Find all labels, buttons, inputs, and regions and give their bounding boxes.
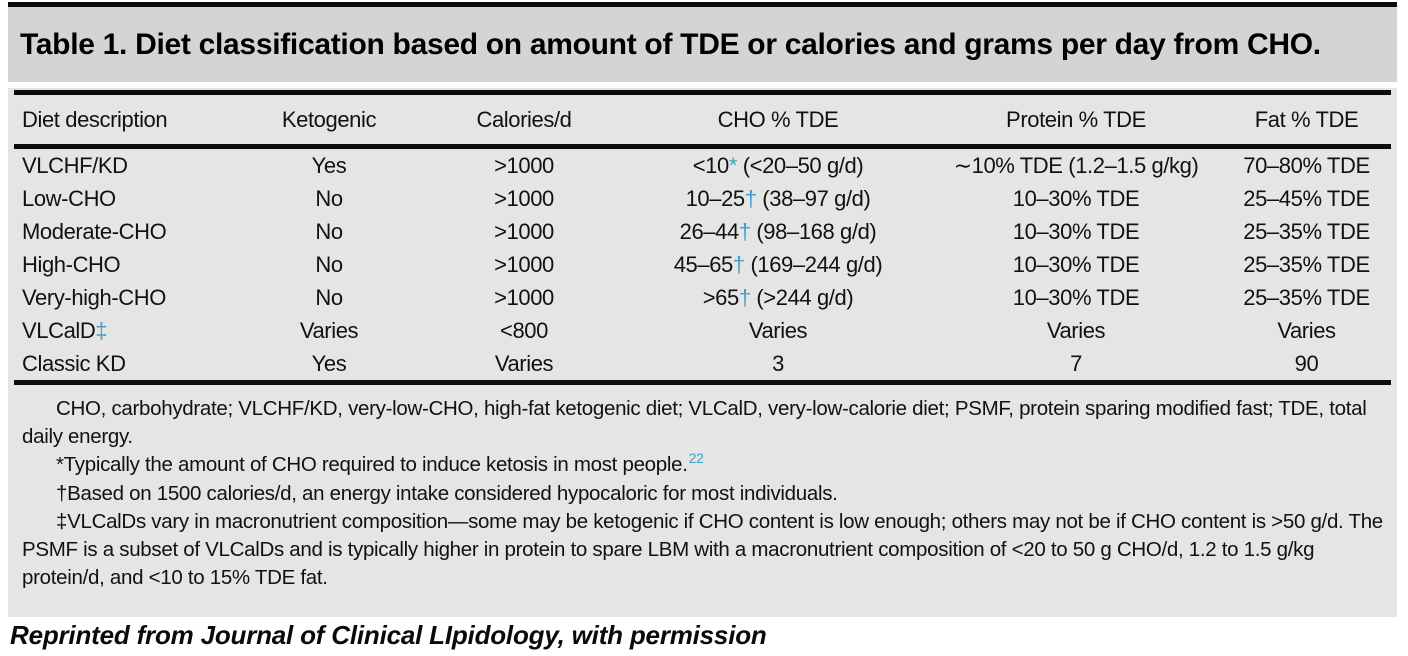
table-cell: <10* (<20–50 g/d) (692, 152, 864, 178)
table-row: Very-high-CHO No >1000 >65† (>244 g/d) 10–30… (12, 281, 1393, 314)
reference-superscript: 22 (688, 450, 704, 466)
table-cell: No (315, 185, 343, 211)
footnote: *Typically the amount of CHO required to… (56, 450, 704, 476)
table-cell: >1000 (494, 284, 554, 310)
column-header-protein-percent-tde: Protein % TDE (1006, 106, 1146, 132)
table-cell: High-CHO (22, 251, 121, 277)
table-cell: Varies (299, 317, 359, 343)
table-cell: Low-CHO (22, 185, 116, 211)
table-cell: 70–80% TDE (1243, 152, 1370, 178)
table-container: Diet description Ketogenic Calories/d CH… (8, 88, 1397, 617)
table-cell: Varies (494, 350, 554, 376)
table-header-row: Diet description Ketogenic Calories/d CH… (12, 95, 1393, 144)
table-cell: 25–45% TDE (1243, 185, 1370, 211)
table-title-bar: Table 1. Diet classification based on am… (8, 2, 1397, 82)
column-header-fat-percent-tde: Fat % TDE (1254, 106, 1359, 132)
rule-top (14, 90, 1391, 95)
table-cell: 3 (772, 350, 784, 376)
table-cell: VLCHF/KD (22, 152, 128, 178)
table-row: Classic KD Yes Varies 3 7 90 (12, 347, 1393, 380)
table-cell: 7 (1070, 350, 1082, 376)
footnote-marker: ‡ (95, 317, 108, 343)
table-row: High-CHO No >1000 45–65† (169–244 g/d) 10–30… (12, 248, 1393, 281)
table-cell: 10–30% TDE (1012, 284, 1140, 310)
table-body: VLCHF/KD Yes >1000 <10* (<20–50 g/d) ∼10% TD… (12, 149, 1393, 380)
column-header-diet-description: Diet description (22, 106, 168, 132)
column-header-calories-per-day: Calories/d (476, 106, 572, 132)
table-cell: VLCalD‡ (22, 317, 108, 343)
table-cell: 25–35% TDE (1243, 218, 1370, 244)
table-row: Low-CHO No >1000 10–25† (38–97 g/d) 10–30% T… (12, 182, 1393, 215)
table-cell: <800 (500, 317, 548, 343)
footnote-marker: † (738, 218, 751, 244)
table-cell: ∼10% TDE (1.2–1.5 g/kg) (953, 152, 1199, 178)
footnote: †Based on 1500 calories/d, an energy int… (56, 482, 838, 505)
column-header-cho-percent-tde: CHO % TDE (717, 106, 839, 132)
table-row: VLCalD‡ Varies <800 Varies Varies Varies (12, 314, 1393, 347)
table-cell: Yes (311, 350, 347, 376)
table-cell: 45–65† (169–244 g/d) (673, 251, 883, 277)
table-cell: >1000 (494, 185, 554, 211)
footnote-marker: * (728, 152, 738, 178)
table-cell: No (315, 218, 343, 244)
table-cell: Yes (311, 152, 347, 178)
table-cell: Varies (748, 317, 808, 343)
footnote: CHO, carbohydrate; VLCHF/KD, very-low-CH… (22, 397, 1367, 448)
table-cell: Very-high-CHO (22, 284, 166, 310)
table-cell: >1000 (494, 152, 554, 178)
footnote-marker: † (738, 284, 751, 310)
reprint-caption: Reprinted from Journal of Clinical LIpid… (10, 620, 767, 650)
table-row: Moderate-CHO No >1000 26–44† (98–168 g/d) 10… (12, 215, 1393, 248)
table-cell: 10–25† (38–97 g/d) (685, 185, 871, 211)
footnotes-block: CHO, carbohydrate; VLCHF/KD, very-low-CH… (12, 385, 1393, 592)
table-cell: Varies (1277, 317, 1336, 343)
table-cell: 25–35% TDE (1243, 251, 1370, 277)
table-cell: >65† (>244 g/d) (702, 284, 854, 310)
table-cell: >1000 (494, 251, 554, 277)
footnote: ‡VLCalDs vary in macronutrient compositi… (22, 510, 1383, 589)
footnote-marker: † (732, 251, 745, 277)
table-cell: 26–44† (98–168 g/d) (679, 218, 877, 244)
table-cell: 25–35% TDE (1243, 284, 1370, 310)
table-cell: Varies (1046, 317, 1106, 343)
rule-under-body (14, 380, 1391, 385)
table-cell: 10–30% TDE (1012, 251, 1140, 277)
table-cell: Moderate-CHO (22, 218, 167, 244)
column-header-ketogenic: Ketogenic (281, 106, 377, 132)
table-cell: No (315, 251, 343, 277)
table-cell: >1000 (494, 218, 554, 244)
table-cell: 90 (1294, 350, 1319, 376)
footnote-marker: † (744, 185, 757, 211)
table-cell: No (315, 284, 343, 310)
table-row: VLCHF/KD Yes >1000 <10* (<20–50 g/d) ∼10% TD… (12, 149, 1393, 182)
table-cell: Classic KD (22, 350, 126, 376)
table-title: Table 1. Diet classification based on am… (20, 27, 1321, 61)
rule-under-header (14, 144, 1391, 149)
table-cell: 10–30% TDE (1012, 218, 1140, 244)
table-cell: 10–30% TDE (1012, 185, 1140, 211)
